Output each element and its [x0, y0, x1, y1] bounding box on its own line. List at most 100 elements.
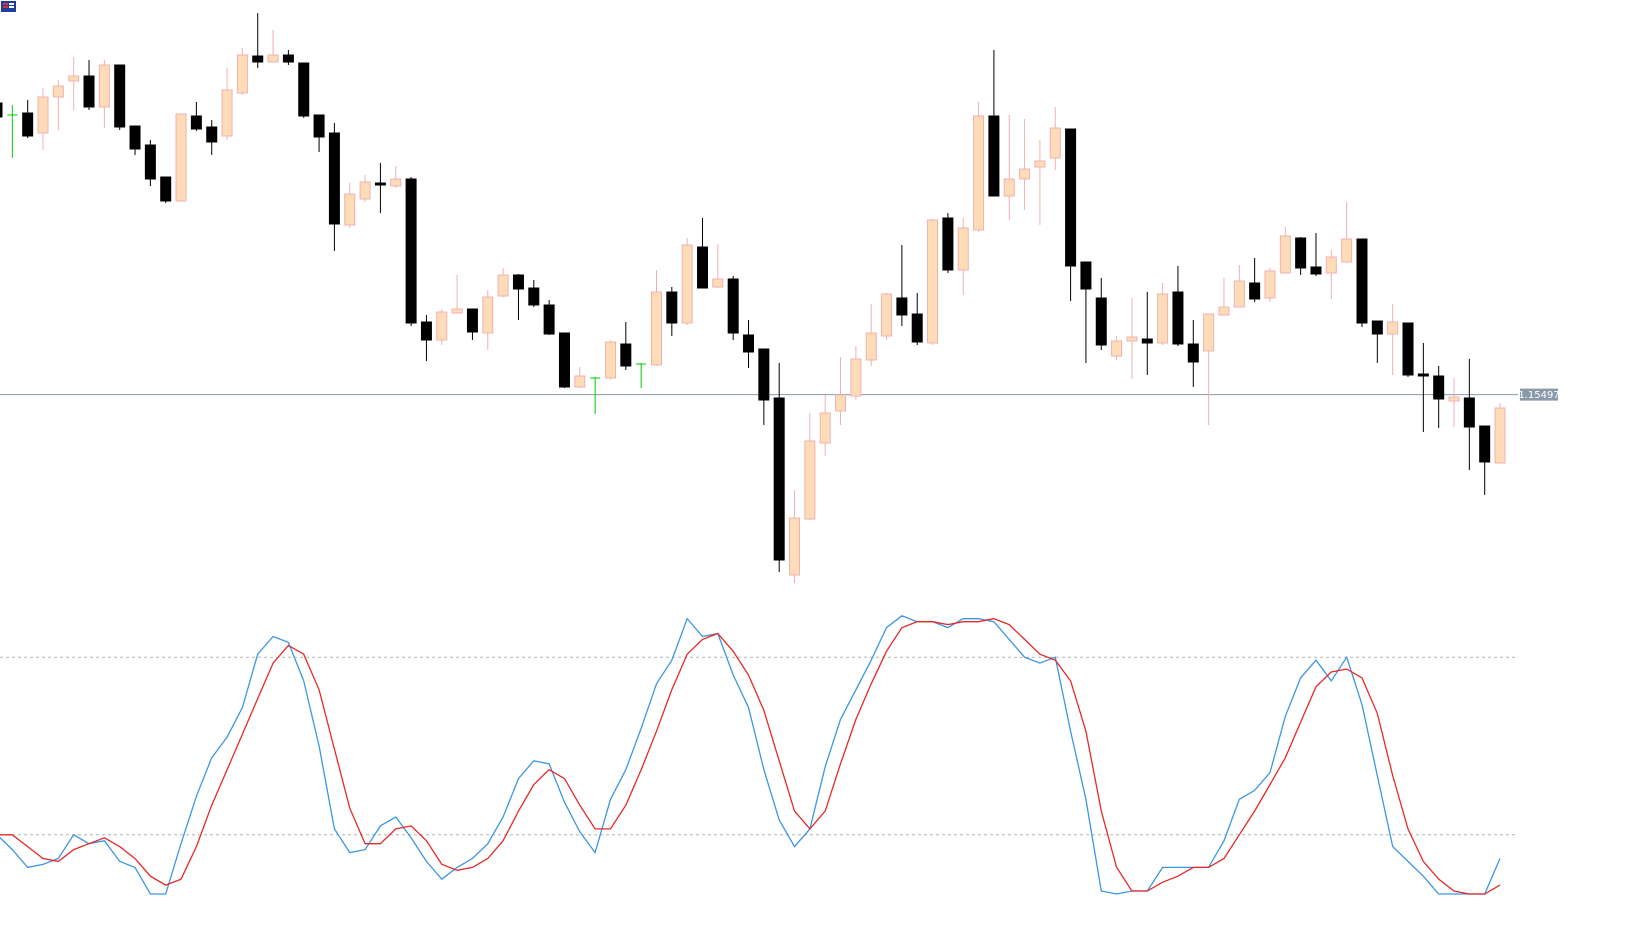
candle-body: [574, 375, 586, 388]
candle-body: [1065, 128, 1077, 267]
icon-bar: [9, 6, 14, 8]
candle-body: [1034, 160, 1046, 168]
candle-body: [1295, 237, 1307, 269]
candle-body: [1019, 168, 1031, 180]
candle-body: [1310, 266, 1322, 275]
candle-body: [436, 311, 448, 341]
candle-body: [359, 181, 371, 200]
candle-body: [175, 113, 187, 202]
candle-body: [160, 176, 172, 202]
candle-body: [1371, 320, 1383, 335]
candle-body: [68, 75, 80, 82]
candle-body: [0, 102, 3, 118]
candle-body: [911, 313, 923, 343]
candle-body: [819, 412, 831, 444]
candle-body: [773, 397, 785, 561]
candle-body: [558, 332, 570, 388]
candle-body: [114, 64, 126, 128]
candle-body: [236, 54, 248, 94]
candle-body: [1264, 270, 1276, 299]
candle-body: [390, 178, 402, 187]
candle-body: [466, 308, 478, 333]
candle-body: [1218, 306, 1230, 316]
candle-body: [666, 291, 678, 324]
candle-body: [1417, 373, 1429, 377]
candle-body: [758, 348, 770, 401]
candle-body: [1356, 238, 1368, 324]
candle-body: [1325, 256, 1337, 274]
candle-body: [543, 304, 555, 335]
stochastic-line: [0, 615, 1501, 895]
candle-body: [789, 517, 801, 576]
candle-body: [1003, 178, 1015, 197]
price-label-box: [1520, 388, 1558, 401]
candle-body: [1111, 340, 1123, 357]
candle-body: [973, 115, 985, 231]
candle-body: [850, 358, 862, 397]
candle-body: [37, 96, 49, 134]
candle-body: [1448, 396, 1460, 402]
icon-frame: [1, 1, 16, 12]
candle-body: [835, 394, 847, 412]
candle-body: [804, 440, 816, 520]
candle-body: [282, 54, 294, 63]
candle-body: [22, 112, 34, 137]
candle-body: [344, 193, 356, 226]
candle-body: [221, 89, 233, 137]
candle-body: [1402, 322, 1414, 376]
candle-body: [374, 182, 386, 186]
candle-body: [512, 274, 524, 290]
candle-body: [497, 274, 509, 297]
candle-body: [1049, 127, 1061, 159]
candle-body: [83, 75, 95, 108]
icon-bar: [3, 3, 8, 5]
candle-body: [313, 114, 325, 138]
stochastic-line: [0, 618, 1501, 895]
candle-body: [1463, 397, 1475, 428]
icon-bar: [3, 6, 8, 8]
candle-body: [620, 343, 632, 367]
candle-body: [129, 125, 141, 150]
candle-body: [206, 126, 218, 143]
candle-body: [420, 321, 432, 341]
candle-body: [604, 341, 616, 379]
candle-body: [405, 178, 417, 324]
candle-body: [712, 278, 724, 288]
candle-body: [988, 115, 1000, 197]
candle-body: [190, 115, 202, 130]
candle-body: [1141, 338, 1153, 344]
candle-body: [328, 132, 340, 225]
icon-bar: [9, 3, 14, 5]
candle-body: [697, 246, 709, 289]
candle-body: [881, 293, 893, 337]
candle-body: [1126, 336, 1138, 342]
app-icon: [1, 1, 16, 12]
candle-body: [98, 64, 110, 108]
candle-body: [1494, 407, 1506, 464]
candle-body: [1157, 293, 1169, 344]
candle-body: [650, 291, 662, 366]
candle-body: [942, 217, 954, 271]
candle-body: [896, 297, 908, 316]
candle-body: [1341, 238, 1353, 263]
candle-body: [451, 308, 463, 314]
candle-body: [1172, 291, 1184, 345]
candle-body: [927, 219, 939, 344]
price-label: 1.15497: [1518, 390, 1559, 401]
candle-body: [1095, 297, 1107, 346]
candle-body: [1249, 282, 1261, 300]
candle-body: [865, 332, 877, 361]
candle-body: [743, 334, 755, 353]
candle-body: [1387, 321, 1399, 335]
candle-body: [681, 244, 693, 324]
candle-body: [1279, 235, 1291, 274]
candle-body: [1233, 280, 1245, 308]
candle-body: [482, 296, 494, 334]
candle-body: [144, 144, 156, 180]
candle-body: [528, 287, 540, 306]
candle-body: [1080, 261, 1092, 290]
candle-body: [52, 85, 64, 98]
candle-body: [1203, 313, 1215, 352]
